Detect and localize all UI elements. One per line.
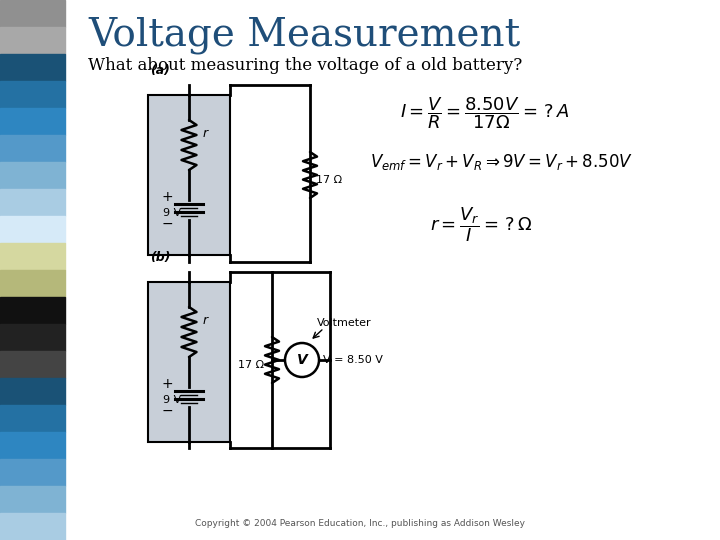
Bar <box>0 27 65 54</box>
Bar <box>0 108 65 135</box>
Bar <box>0 486 65 513</box>
Bar <box>148 95 230 255</box>
Text: r: r <box>203 127 208 140</box>
Bar <box>0 459 65 486</box>
Text: V = 8.50 V: V = 8.50 V <box>323 355 383 365</box>
Text: −: − <box>161 404 173 418</box>
Text: +: + <box>161 377 173 391</box>
Text: Copyright © 2004 Pearson Education, Inc., publishing as Addison Wesley: Copyright © 2004 Pearson Education, Inc.… <box>195 519 525 528</box>
Bar <box>0 162 65 189</box>
Bar <box>0 378 65 405</box>
Text: (b): (b) <box>150 251 171 264</box>
Text: (a): (a) <box>150 64 170 77</box>
Text: V: V <box>297 353 307 367</box>
Text: 9 V: 9 V <box>163 208 181 218</box>
Text: Voltmeter: Voltmeter <box>317 318 372 328</box>
Text: $I = \dfrac{V}{R} = \dfrac{8.50V}{17\Omega} = \,?\,A$: $I = \dfrac{V}{R} = \dfrac{8.50V}{17\Ome… <box>400 95 570 131</box>
Bar <box>0 0 65 27</box>
Bar <box>0 270 65 297</box>
Text: r: r <box>203 314 208 327</box>
Text: $V_{emf} = V_r + V_R \Rightarrow 9V = V_r + 8.50V$: $V_{emf} = V_r + V_R \Rightarrow 9V = V_… <box>370 152 633 172</box>
Bar <box>0 243 65 270</box>
Bar <box>0 135 65 162</box>
Text: Voltage Measurement: Voltage Measurement <box>88 17 521 55</box>
Circle shape <box>285 343 319 377</box>
Text: $r = \dfrac{V_r}{I} = \,?\,\Omega$: $r = \dfrac{V_r}{I} = \,?\,\Omega$ <box>430 205 532 244</box>
Bar <box>0 324 65 351</box>
Bar <box>0 54 65 81</box>
Bar <box>148 282 230 442</box>
Bar <box>0 351 65 378</box>
Text: −: − <box>161 217 173 231</box>
Bar <box>0 297 65 324</box>
Text: 17 Ω: 17 Ω <box>238 360 264 370</box>
Bar <box>0 513 65 540</box>
Bar <box>0 405 65 432</box>
Bar <box>0 81 65 108</box>
Bar <box>0 189 65 216</box>
Bar <box>0 432 65 459</box>
Text: 9 V: 9 V <box>163 395 181 405</box>
Text: +: + <box>161 190 173 204</box>
Text: What about measuring the voltage of a old battery?: What about measuring the voltage of a ol… <box>88 57 522 74</box>
Text: 17 Ω: 17 Ω <box>316 175 342 185</box>
Bar <box>0 216 65 243</box>
